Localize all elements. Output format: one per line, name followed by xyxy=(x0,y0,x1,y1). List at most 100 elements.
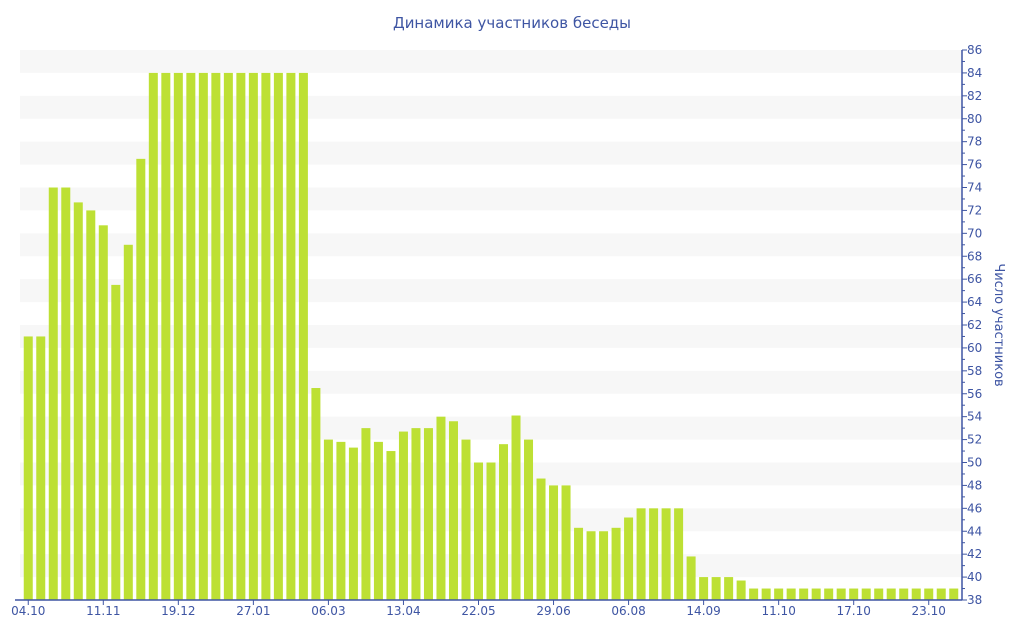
x-tick-label: 22.05 xyxy=(461,604,495,618)
bar xyxy=(911,588,921,600)
bar xyxy=(311,388,321,600)
x-tick-label: 04.10 xyxy=(11,604,45,618)
bar xyxy=(561,485,571,600)
bar xyxy=(223,72,233,600)
bar xyxy=(949,588,959,600)
bar xyxy=(111,284,121,600)
x-tick-label: 27.01 xyxy=(236,604,270,618)
x-tick-label: 06.08 xyxy=(611,604,645,618)
bar xyxy=(661,508,671,600)
bar xyxy=(749,588,759,600)
grid-band xyxy=(20,416,962,440)
bar xyxy=(849,588,859,600)
bar xyxy=(611,527,621,600)
x-tick-label: 14.09 xyxy=(686,604,720,618)
bar xyxy=(686,556,696,600)
bar xyxy=(649,508,659,600)
y-axis-title: Число участников xyxy=(991,263,1006,386)
bar xyxy=(373,441,383,600)
chart-title: Динамика участников беседы xyxy=(393,14,631,32)
bar xyxy=(248,72,258,600)
y-tick-label: 56 xyxy=(967,387,982,401)
bar xyxy=(886,588,896,600)
bar xyxy=(699,577,709,600)
bar xyxy=(273,72,283,600)
bar xyxy=(286,72,296,600)
y-tick-label: 58 xyxy=(967,364,982,378)
y-tick-label: 78 xyxy=(967,135,982,149)
bar xyxy=(236,72,246,600)
bar xyxy=(874,588,884,600)
bar xyxy=(361,428,371,600)
y-tick-label: 62 xyxy=(967,318,982,332)
y-tick-label: 50 xyxy=(967,456,982,470)
bar xyxy=(436,416,446,600)
bar xyxy=(423,428,433,600)
grid-band xyxy=(20,233,962,257)
bar xyxy=(899,588,909,600)
bar xyxy=(186,72,196,600)
bar xyxy=(511,415,521,600)
x-tick-label: 17.10 xyxy=(837,604,871,618)
bar xyxy=(98,225,108,600)
x-tick-label: 06.03 xyxy=(311,604,345,618)
bar xyxy=(536,478,546,600)
y-tick-label: 40 xyxy=(967,570,982,584)
y-tick-label: 86 xyxy=(967,43,982,57)
bar xyxy=(674,508,684,600)
bar xyxy=(461,439,471,600)
x-tick-label: 13.04 xyxy=(386,604,420,618)
bar xyxy=(786,588,796,600)
bar xyxy=(23,336,33,600)
y-tick-label: 74 xyxy=(967,181,982,195)
bar xyxy=(148,72,158,600)
y-tick-label: 66 xyxy=(967,272,982,286)
y-tick-label: 42 xyxy=(967,547,982,561)
bar xyxy=(173,72,183,600)
bar xyxy=(724,577,734,600)
x-tick-label: 23.10 xyxy=(912,604,946,618)
bar xyxy=(448,421,458,600)
bar xyxy=(136,158,146,600)
y-axis: 38 40 42 44 46 48 50 52 54 56 58 60 62 64 66 68 70 72 74 76… xyxy=(961,43,982,607)
y-tick-label: 48 xyxy=(967,478,982,492)
y-tick-label: 64 xyxy=(967,295,982,309)
y-tick-label: 76 xyxy=(967,158,982,172)
grid-band xyxy=(20,279,962,303)
y-tick-label: 38 xyxy=(967,593,982,607)
bar xyxy=(499,444,509,600)
bar xyxy=(861,588,871,600)
grid-band xyxy=(20,95,962,119)
bar xyxy=(574,527,584,600)
x-tick-label: 11.10 xyxy=(761,604,795,618)
bar xyxy=(336,441,346,600)
bar xyxy=(736,580,746,600)
bar xyxy=(86,210,96,600)
bar xyxy=(323,439,333,600)
bar xyxy=(161,72,171,600)
y-tick-label: 46 xyxy=(967,501,982,515)
bars xyxy=(23,72,959,601)
y-tick-label: 68 xyxy=(967,249,982,263)
bar xyxy=(924,588,934,600)
bar xyxy=(549,485,559,600)
bar xyxy=(411,428,421,600)
x-tick-label: 19.12 xyxy=(161,604,195,618)
bar xyxy=(811,588,821,600)
x-axis: 04.10 11.11 19.12 27.01 06.03 13.04 22.05 29.06… xyxy=(11,599,962,618)
bar xyxy=(624,517,634,600)
bar xyxy=(599,531,609,600)
bar xyxy=(198,72,208,600)
bar xyxy=(61,187,71,600)
bar xyxy=(36,336,46,600)
bar xyxy=(524,439,534,600)
bar xyxy=(398,431,408,600)
y-tick-label: 54 xyxy=(967,410,982,424)
bar xyxy=(211,72,221,600)
bar xyxy=(761,588,771,600)
bar xyxy=(473,462,483,600)
grid-band xyxy=(20,325,962,348)
y-tick-label: 80 xyxy=(967,112,982,126)
y-tick-label: 60 xyxy=(967,341,982,355)
